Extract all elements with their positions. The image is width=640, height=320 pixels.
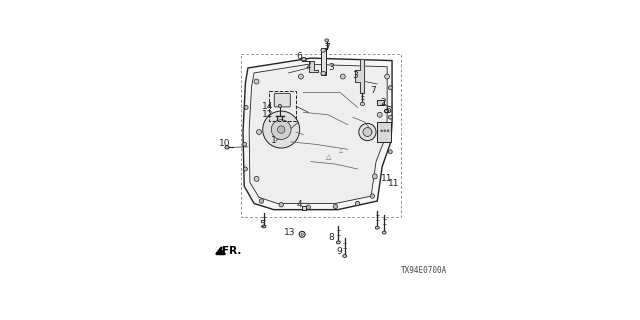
Ellipse shape: [337, 241, 340, 244]
Ellipse shape: [262, 225, 266, 228]
Ellipse shape: [243, 142, 246, 146]
Ellipse shape: [372, 174, 378, 179]
Ellipse shape: [385, 109, 389, 113]
Text: 7: 7: [371, 86, 376, 95]
Bar: [269, 92, 296, 121]
Ellipse shape: [321, 48, 326, 52]
Text: 3: 3: [328, 63, 334, 72]
Text: 6: 6: [386, 106, 392, 115]
Ellipse shape: [381, 130, 383, 132]
Ellipse shape: [384, 130, 386, 132]
Text: 8: 8: [329, 233, 335, 242]
Text: FR.: FR.: [221, 246, 241, 256]
Ellipse shape: [387, 130, 389, 132]
Ellipse shape: [378, 112, 382, 117]
Text: 12: 12: [262, 110, 274, 119]
Ellipse shape: [370, 194, 374, 198]
Ellipse shape: [324, 39, 329, 42]
Text: 11: 11: [381, 174, 393, 183]
Text: 4: 4: [296, 200, 302, 209]
Ellipse shape: [259, 199, 264, 203]
Bar: [321, 48, 326, 75]
Text: 14: 14: [262, 102, 274, 111]
Text: 7: 7: [324, 43, 330, 52]
Text: 9: 9: [337, 247, 342, 256]
Polygon shape: [309, 60, 318, 72]
FancyBboxPatch shape: [377, 122, 391, 142]
Ellipse shape: [360, 102, 365, 106]
Ellipse shape: [388, 115, 392, 119]
Ellipse shape: [262, 111, 300, 148]
Ellipse shape: [271, 120, 291, 140]
Text: 6: 6: [296, 52, 302, 61]
Ellipse shape: [306, 205, 310, 209]
Text: 11: 11: [388, 179, 399, 188]
Ellipse shape: [355, 201, 360, 206]
Text: 10: 10: [219, 139, 230, 148]
Ellipse shape: [225, 146, 229, 149]
Ellipse shape: [278, 104, 282, 108]
Ellipse shape: [388, 150, 392, 154]
Ellipse shape: [321, 71, 326, 75]
Ellipse shape: [388, 86, 392, 90]
Polygon shape: [355, 59, 364, 92]
Text: $\triangle$: $\triangle$: [337, 146, 344, 155]
Ellipse shape: [278, 126, 285, 133]
Bar: [378, 100, 384, 105]
Text: 3: 3: [352, 71, 358, 80]
Bar: [301, 206, 306, 210]
Ellipse shape: [244, 105, 248, 109]
Ellipse shape: [340, 74, 345, 79]
Ellipse shape: [333, 204, 338, 209]
Ellipse shape: [375, 226, 380, 229]
Ellipse shape: [385, 74, 390, 79]
Text: $\triangle$: $\triangle$: [324, 152, 332, 162]
FancyBboxPatch shape: [275, 93, 291, 107]
Ellipse shape: [359, 124, 376, 141]
Ellipse shape: [243, 167, 248, 171]
Polygon shape: [243, 58, 392, 210]
Ellipse shape: [343, 254, 347, 258]
Text: 2: 2: [381, 98, 387, 107]
Text: 2: 2: [305, 61, 311, 70]
Ellipse shape: [298, 74, 303, 79]
Ellipse shape: [382, 231, 386, 234]
Ellipse shape: [301, 233, 303, 236]
Text: 13: 13: [284, 228, 295, 237]
Text: 1: 1: [271, 136, 276, 145]
Ellipse shape: [301, 58, 307, 61]
Polygon shape: [249, 64, 387, 204]
Ellipse shape: [257, 130, 262, 134]
Ellipse shape: [299, 231, 305, 237]
Bar: [241, 54, 401, 217]
Text: 5: 5: [259, 220, 265, 229]
Ellipse shape: [363, 128, 372, 136]
Text: TX94E0700A: TX94E0700A: [401, 266, 447, 275]
Ellipse shape: [254, 79, 259, 84]
Ellipse shape: [254, 176, 259, 181]
Ellipse shape: [279, 203, 284, 207]
